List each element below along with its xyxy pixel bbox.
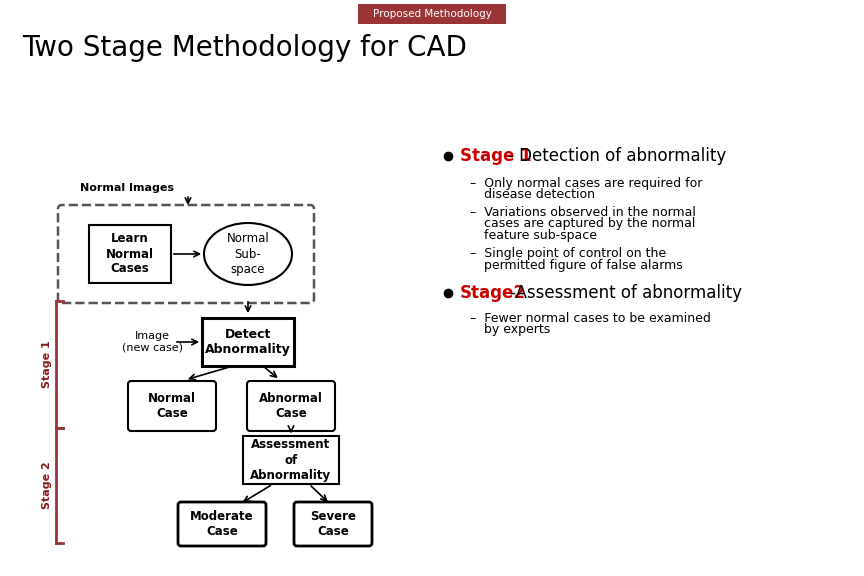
Text: Normal Images: Normal Images: [80, 183, 174, 193]
Text: Severe
Case: Severe Case: [310, 510, 356, 538]
Text: Normal
Case: Normal Case: [148, 392, 196, 420]
Text: –  Variations observed in the normal: – Variations observed in the normal: [470, 206, 696, 218]
FancyBboxPatch shape: [128, 381, 216, 431]
Text: permitted figure of false alarms: permitted figure of false alarms: [484, 260, 683, 272]
FancyBboxPatch shape: [89, 225, 171, 283]
Text: Abnormal
Case: Abnormal Case: [259, 392, 323, 420]
Text: cases are captured by the normal: cases are captured by the normal: [484, 218, 696, 230]
Text: –  Only normal cases are required for: – Only normal cases are required for: [470, 176, 702, 190]
Text: Two Stage Methodology for CAD: Two Stage Methodology for CAD: [22, 34, 467, 62]
Text: –  Single point of control on the: – Single point of control on the: [470, 248, 666, 260]
Text: Learn
Normal
Cases: Learn Normal Cases: [106, 233, 154, 275]
FancyBboxPatch shape: [358, 4, 506, 24]
FancyBboxPatch shape: [202, 318, 294, 366]
Text: –  Fewer normal cases to be examined: – Fewer normal cases to be examined: [470, 312, 711, 324]
Text: Normal
Sub-
space: Normal Sub- space: [226, 233, 270, 275]
Text: by experts: by experts: [484, 324, 550, 336]
Text: Assessment
of
Abnormality: Assessment of Abnormality: [251, 438, 332, 482]
Text: feature sub-space: feature sub-space: [484, 229, 597, 242]
Text: disease detection: disease detection: [484, 188, 595, 202]
FancyBboxPatch shape: [178, 502, 266, 546]
Text: Image
(new case): Image (new case): [122, 331, 182, 353]
Text: Stage 2: Stage 2: [42, 461, 52, 509]
Text: Stage2: Stage2: [460, 284, 526, 302]
Text: Stage 1: Stage 1: [460, 147, 531, 165]
Text: - Detection of abnormality: - Detection of abnormality: [508, 147, 727, 165]
Text: Proposed Methodology: Proposed Methodology: [372, 9, 492, 19]
FancyBboxPatch shape: [247, 381, 335, 431]
Text: Stage 1: Stage 1: [42, 340, 52, 388]
Text: Detect
Abnormality: Detect Abnormality: [205, 328, 291, 356]
FancyBboxPatch shape: [243, 436, 339, 484]
Text: Moderate
Case: Moderate Case: [190, 510, 254, 538]
FancyBboxPatch shape: [294, 502, 372, 546]
Text: -Assessment of abnormality: -Assessment of abnormality: [510, 284, 742, 302]
Ellipse shape: [204, 223, 292, 285]
